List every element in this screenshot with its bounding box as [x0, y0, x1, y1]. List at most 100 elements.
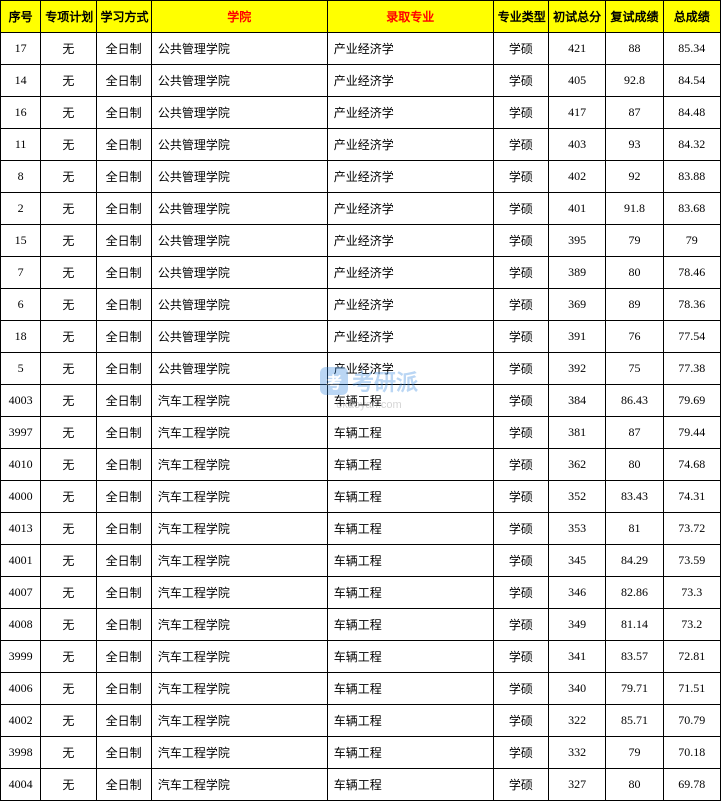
- cell-second: 86.43: [606, 385, 663, 417]
- cell-major: 车辆工程: [327, 673, 493, 705]
- cell-major: 产业经济学: [327, 65, 493, 97]
- cell-major: 车辆工程: [327, 609, 493, 641]
- table-row: 18无全日制公共管理学院产业经济学学硕3917677.54: [1, 321, 721, 353]
- cell-plan: 无: [41, 545, 96, 577]
- cell-college: 汽车工程学院: [151, 609, 327, 641]
- cell-plan: 无: [41, 321, 96, 353]
- cell-second: 87: [606, 97, 663, 129]
- cell-type: 学硕: [493, 385, 548, 417]
- cell-type: 学硕: [493, 481, 548, 513]
- table-row: 4000无全日制汽车工程学院车辆工程学硕35283.4374.31: [1, 481, 721, 513]
- cell-prelim: 403: [548, 129, 605, 161]
- cell-major: 车辆工程: [327, 385, 493, 417]
- cell-major: 车辆工程: [327, 769, 493, 801]
- cell-college: 汽车工程学院: [151, 577, 327, 609]
- cell-study: 全日制: [96, 417, 151, 449]
- cell-type: 学硕: [493, 609, 548, 641]
- cell-plan: 无: [41, 129, 96, 161]
- cell-seq: 4001: [1, 545, 41, 577]
- cell-major: 车辆工程: [327, 481, 493, 513]
- cell-type: 学硕: [493, 673, 548, 705]
- cell-type: 学硕: [493, 289, 548, 321]
- cell-college: 汽车工程学院: [151, 673, 327, 705]
- cell-study: 全日制: [96, 513, 151, 545]
- cell-total: 79.44: [663, 417, 720, 449]
- cell-prelim: 327: [548, 769, 605, 801]
- header-second: 复试成绩: [606, 1, 663, 33]
- cell-total: 73.2: [663, 609, 720, 641]
- cell-plan: 无: [41, 161, 96, 193]
- cell-major: 产业经济学: [327, 321, 493, 353]
- cell-plan: 无: [41, 513, 96, 545]
- cell-college: 公共管理学院: [151, 225, 327, 257]
- cell-prelim: 384: [548, 385, 605, 417]
- cell-study: 全日制: [96, 225, 151, 257]
- cell-second: 82.86: [606, 577, 663, 609]
- cell-seq: 14: [1, 65, 41, 97]
- cell-major: 产业经济学: [327, 97, 493, 129]
- cell-type: 学硕: [493, 353, 548, 385]
- cell-type: 学硕: [493, 193, 548, 225]
- cell-college: 公共管理学院: [151, 289, 327, 321]
- cell-prelim: 340: [548, 673, 605, 705]
- cell-major: 产业经济学: [327, 161, 493, 193]
- cell-college: 公共管理学院: [151, 129, 327, 161]
- cell-college: 公共管理学院: [151, 321, 327, 353]
- cell-study: 全日制: [96, 321, 151, 353]
- cell-major: 产业经济学: [327, 129, 493, 161]
- header-study: 学习方式: [96, 1, 151, 33]
- table-row: 17无全日制公共管理学院产业经济学学硕4218885.34: [1, 33, 721, 65]
- cell-type: 学硕: [493, 65, 548, 97]
- cell-seq: 4002: [1, 705, 41, 737]
- cell-major: 车辆工程: [327, 705, 493, 737]
- table-row: 3999无全日制汽车工程学院车辆工程学硕34183.5772.81: [1, 641, 721, 673]
- cell-prelim: 353: [548, 513, 605, 545]
- header-major: 录取专业: [327, 1, 493, 33]
- cell-type: 学硕: [493, 577, 548, 609]
- table-header: 序号 专项计划 学习方式 学院 录取专业 专业类型 初试总分 复试成绩 总成绩: [1, 1, 721, 33]
- cell-prelim: 346: [548, 577, 605, 609]
- cell-seq: 3999: [1, 641, 41, 673]
- cell-second: 83.43: [606, 481, 663, 513]
- table-row: 4004无全日制汽车工程学院车辆工程学硕3278069.78: [1, 769, 721, 801]
- table-row: 4010无全日制汽车工程学院车辆工程学硕3628074.68: [1, 449, 721, 481]
- cell-type: 学硕: [493, 449, 548, 481]
- cell-total: 83.68: [663, 193, 720, 225]
- cell-college: 汽车工程学院: [151, 417, 327, 449]
- cell-seq: 18: [1, 321, 41, 353]
- cell-seq: 11: [1, 129, 41, 161]
- cell-prelim: 341: [548, 641, 605, 673]
- cell-plan: 无: [41, 577, 96, 609]
- cell-type: 学硕: [493, 545, 548, 577]
- cell-second: 87: [606, 417, 663, 449]
- cell-total: 84.48: [663, 97, 720, 129]
- cell-college: 公共管理学院: [151, 193, 327, 225]
- cell-college: 公共管理学院: [151, 257, 327, 289]
- table-row: 2无全日制公共管理学院产业经济学学硕40191.883.68: [1, 193, 721, 225]
- cell-prelim: 405: [548, 65, 605, 97]
- cell-study: 全日制: [96, 161, 151, 193]
- cell-type: 学硕: [493, 129, 548, 161]
- cell-second: 85.71: [606, 705, 663, 737]
- cell-prelim: 391: [548, 321, 605, 353]
- cell-major: 车辆工程: [327, 577, 493, 609]
- cell-seq: 4010: [1, 449, 41, 481]
- cell-plan: 无: [41, 641, 96, 673]
- cell-seq: 8: [1, 161, 41, 193]
- cell-plan: 无: [41, 769, 96, 801]
- cell-major: 产业经济学: [327, 193, 493, 225]
- cell-total: 77.54: [663, 321, 720, 353]
- cell-prelim: 401: [548, 193, 605, 225]
- cell-major: 车辆工程: [327, 641, 493, 673]
- cell-plan: 无: [41, 65, 96, 97]
- cell-type: 学硕: [493, 641, 548, 673]
- cell-major: 产业经济学: [327, 289, 493, 321]
- cell-total: 78.46: [663, 257, 720, 289]
- cell-seq: 3997: [1, 417, 41, 449]
- cell-seq: 4006: [1, 673, 41, 705]
- table-row: 4001无全日制汽车工程学院车辆工程学硕34584.2973.59: [1, 545, 721, 577]
- cell-seq: 4003: [1, 385, 41, 417]
- table-row: 5无全日制公共管理学院产业经济学学硕3927577.38: [1, 353, 721, 385]
- cell-college: 公共管理学院: [151, 65, 327, 97]
- table-row: 6无全日制公共管理学院产业经济学学硕3698978.36: [1, 289, 721, 321]
